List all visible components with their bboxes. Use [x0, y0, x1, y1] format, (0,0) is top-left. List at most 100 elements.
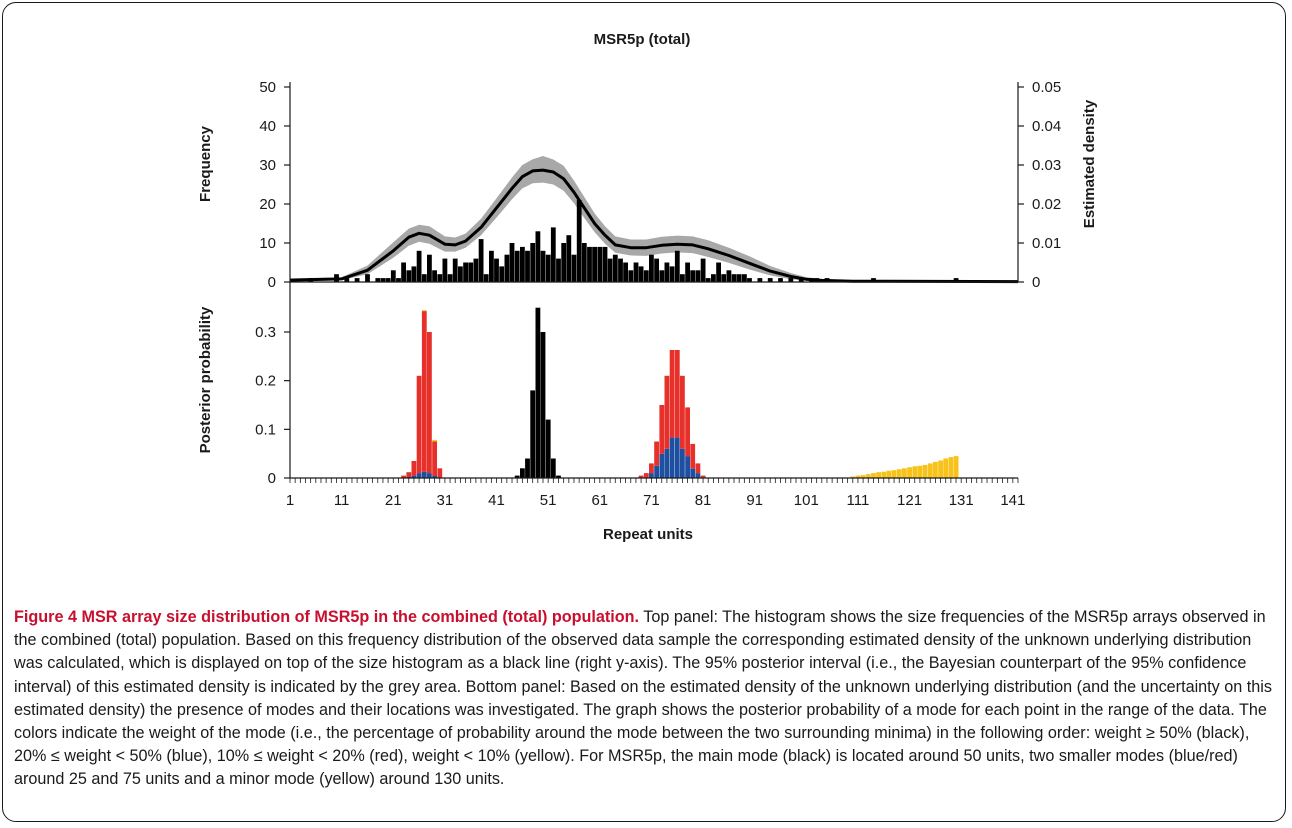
histogram-bar: [396, 278, 401, 282]
y-tick-label-posterior: 0.1: [255, 421, 276, 438]
x-tick-label: 91: [746, 492, 763, 509]
axes: [284, 82, 1024, 483]
posterior-bar-yellow: [922, 464, 928, 478]
histogram-bar: [659, 270, 665, 282]
mode-posterior-bars: [401, 307, 959, 478]
posterior-bar-yellow: [871, 473, 876, 478]
posterior-bar-blue: [695, 473, 701, 478]
posterior-bar-red: [643, 473, 649, 478]
y-tick-label-density: 0.05: [1032, 79, 1061, 96]
histogram-bar: [458, 266, 463, 282]
posterior-bar-red: [695, 463, 701, 474]
x-tick-label: 71: [643, 492, 660, 509]
posterior-bar-blue: [669, 437, 675, 478]
histogram-bar: [695, 270, 701, 282]
histogram-bar: [452, 258, 458, 282]
x-tick-label: 121: [897, 492, 922, 509]
posterior-bar-yellow: [432, 440, 437, 442]
posterior-bar-yellow: [886, 470, 892, 478]
posterior-bar-blue: [649, 473, 654, 478]
frequency-histogram: [308, 200, 959, 282]
posterior-bar-blue: [685, 456, 690, 478]
histogram-bar: [736, 274, 742, 282]
x-tick-label: 61: [591, 492, 608, 509]
y-tick-label-density: 0.04: [1032, 118, 1061, 135]
histogram-bar: [581, 243, 587, 282]
x-tick-label: 141: [1000, 492, 1025, 509]
x-tick-label: 31: [437, 492, 454, 509]
posterior-bar-yellow: [421, 310, 427, 312]
histogram-bar: [571, 254, 577, 282]
x-tick-label: 21: [385, 492, 402, 509]
posterior-bar-red: [700, 475, 706, 478]
posterior-bar-blue: [654, 465, 659, 478]
histogram-bar: [468, 262, 474, 282]
histogram-bar: [483, 274, 489, 282]
histogram-bar: [587, 246, 592, 282]
tick-labels: 0 10 20 30 40 50 0 0.01 0.02 0.03 0.04 0.05 0 0.1 0.2 0…: [255, 79, 1061, 509]
posterior-bar-yellow: [953, 456, 959, 478]
histogram-bar: [778, 278, 783, 282]
histogram-bar: [365, 274, 370, 282]
histogram-bar: [726, 270, 732, 282]
posterior-bar-black: [525, 458, 530, 478]
histogram-bar: [540, 250, 546, 282]
histogram-bar: [437, 274, 443, 282]
histogram-bar: [375, 278, 381, 282]
posterior-bar-yellow: [907, 467, 912, 478]
posterior-bar-yellow: [891, 470, 897, 478]
histogram-bar: [633, 262, 639, 282]
histogram-bar: [623, 262, 628, 282]
histogram-bar: [757, 278, 763, 282]
y-tick-label-density: 0.02: [1032, 196, 1061, 213]
histogram-bar: [550, 227, 556, 282]
posterior-bar-red: [401, 475, 406, 478]
histogram-bar: [747, 278, 752, 282]
histogram-bar: [463, 262, 468, 282]
histogram-bar: [798, 278, 804, 282]
posterior-bar-black: [550, 458, 556, 478]
posterior-bar-red: [427, 332, 432, 474]
histogram-bar: [442, 258, 448, 282]
posterior-bar-red: [638, 475, 644, 478]
density-interval-band: [290, 156, 1018, 282]
posterior-bar-yellow: [876, 472, 881, 478]
x-tick-label: 11: [334, 492, 350, 509]
histogram-bar: [700, 258, 706, 282]
y-tick-label-density: 0: [1032, 274, 1040, 291]
histogram-bar: [597, 246, 603, 282]
posterior-bar-red: [659, 405, 665, 454]
histogram-bar: [535, 231, 541, 282]
histogram-bar: [654, 258, 659, 282]
histogram-bar: [509, 243, 515, 282]
histogram-bar: [602, 246, 608, 282]
histogram-bar: [545, 254, 551, 282]
histogram-bar: [344, 278, 350, 282]
histogram-bar: [767, 278, 773, 282]
histogram-bar: [628, 270, 634, 282]
histogram-bar: [411, 266, 417, 282]
posterior-bar-red: [685, 407, 690, 457]
posterior-bar-yellow: [927, 463, 933, 478]
histogram-bar: [649, 254, 654, 282]
posterior-bar-yellow: [896, 469, 902, 478]
posterior-bar-blue: [690, 468, 696, 478]
x-tick-label: 101: [794, 492, 819, 509]
x-tick-label: 51: [540, 492, 557, 509]
histogram-bar: [520, 246, 525, 282]
density-line-path: [289, 168, 1019, 284]
histogram-bar: [416, 250, 422, 282]
posterior-bar-blue: [432, 475, 437, 478]
posterior-bar-yellow: [850, 476, 856, 478]
histogram-bar: [680, 274, 685, 282]
x-axis-label: Repeat units: [603, 526, 693, 543]
posterior-bar-blue: [664, 448, 670, 478]
posterior-bar-black: [535, 307, 541, 478]
histogram-bar: [421, 274, 427, 282]
histogram-bar: [406, 270, 412, 282]
histogram-bar: [447, 274, 453, 282]
histogram-bar: [561, 243, 567, 282]
posterior-bar-black: [514, 475, 520, 478]
caption-text: Top panel: The histogram shows the size …: [14, 608, 1272, 789]
histogram-bar: [664, 262, 670, 282]
